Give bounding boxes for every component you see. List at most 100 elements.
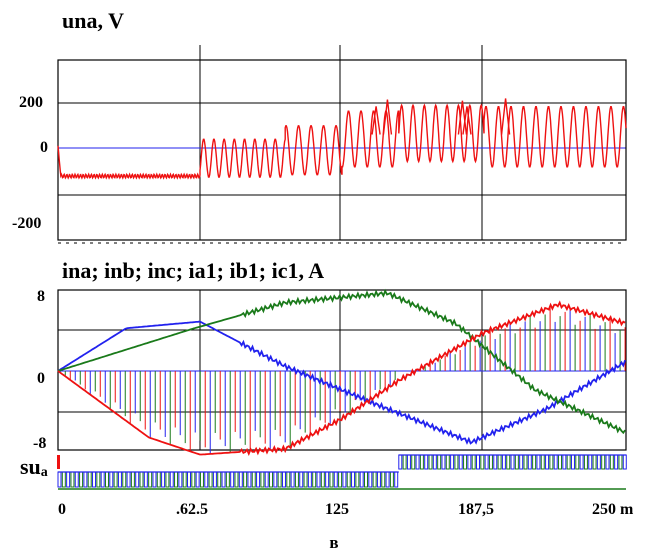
su-pulse-low bbox=[256, 471, 261, 488]
bottom-chart-title: ina; inb; inc; ia1; ib1; ic1, A bbox=[62, 258, 324, 283]
una-line bbox=[57, 103, 627, 180]
su-pulse-low bbox=[191, 471, 196, 488]
su-pulse-low bbox=[234, 471, 239, 488]
su-pulse-low bbox=[74, 471, 79, 488]
su-pulse-high bbox=[471, 454, 476, 470]
top-y-tick-0: 0 bbox=[40, 139, 48, 156]
su-label: sua bbox=[20, 454, 48, 480]
su-pulse-low bbox=[260, 471, 265, 488]
su-pulse-high bbox=[575, 454, 580, 470]
su-pulse-low bbox=[221, 471, 226, 488]
su-pulse-low bbox=[273, 471, 278, 488]
top-grid bbox=[57, 45, 627, 244]
su-pulse-high bbox=[419, 454, 424, 470]
su-pulse-high bbox=[480, 454, 485, 470]
su-pulse-low bbox=[290, 471, 295, 488]
su-pulse-low bbox=[346, 471, 351, 488]
su-pulse-high bbox=[601, 454, 606, 470]
su-pulse-low bbox=[61, 471, 66, 488]
su-pulse-low bbox=[79, 471, 84, 488]
su-pulse-high bbox=[540, 454, 545, 470]
su-pulse-low bbox=[264, 471, 269, 488]
su-pulse-low bbox=[217, 471, 222, 488]
su-pulse-high bbox=[596, 454, 601, 470]
su-pulse-low bbox=[368, 471, 373, 488]
una-peak bbox=[382, 99, 393, 135]
su-pulse-low bbox=[359, 471, 364, 488]
su-pulse-low bbox=[208, 471, 213, 488]
su-pulse-high bbox=[493, 454, 498, 470]
su-pulse-high bbox=[545, 454, 550, 470]
su-pulse-high bbox=[484, 454, 489, 470]
su-pulse-low bbox=[281, 471, 286, 488]
su-pulse-high bbox=[467, 454, 472, 470]
su-pulse-high bbox=[411, 454, 416, 470]
su-pulse-low bbox=[143, 471, 148, 488]
su-pulse-high bbox=[458, 454, 463, 470]
su-pulse-high bbox=[622, 454, 627, 470]
su-pulse-high bbox=[527, 454, 532, 470]
su-pulse-high bbox=[514, 454, 519, 470]
su-pulse-high bbox=[583, 454, 588, 470]
su-pulse-low bbox=[122, 471, 127, 488]
su-pulse-high bbox=[536, 454, 541, 470]
su-pulse-low bbox=[178, 471, 183, 488]
su-pulse-low bbox=[130, 471, 135, 488]
su-pulse-high bbox=[570, 454, 575, 470]
su-pulse-high bbox=[614, 454, 619, 470]
bottom-y-tick-8: 8 bbox=[37, 288, 45, 305]
su-pulse-low bbox=[286, 471, 291, 488]
su-pulse-low bbox=[126, 471, 131, 488]
su-pulse-low bbox=[338, 471, 343, 488]
su-pulse-low bbox=[251, 471, 256, 488]
su-pulse-low bbox=[299, 471, 304, 488]
su-pulse-low bbox=[182, 471, 187, 488]
su-pulse-low bbox=[195, 471, 200, 488]
su-pulse-low bbox=[325, 471, 330, 488]
figure-caption: в bbox=[329, 533, 338, 552]
su-pulse-high bbox=[605, 454, 610, 470]
su-pulse-low bbox=[363, 471, 368, 488]
bottom-y-tick-0: 0 bbox=[37, 370, 45, 387]
una-peak bbox=[371, 106, 381, 135]
su-pulse-high bbox=[454, 454, 459, 470]
su-pulse-low bbox=[351, 471, 356, 488]
su-pulse-low bbox=[381, 471, 386, 488]
su-pulse-high bbox=[588, 454, 593, 470]
su-pulse-low bbox=[243, 471, 248, 488]
su-pulse-low bbox=[96, 471, 101, 488]
su-pulse-low bbox=[139, 471, 144, 488]
su-pulse-low bbox=[92, 471, 97, 488]
su-pulse-high bbox=[441, 454, 446, 470]
su-pulse-high bbox=[424, 454, 429, 470]
su-pulse-low bbox=[83, 471, 88, 488]
top-chart-title: una, V bbox=[62, 8, 124, 33]
su-pulse-high bbox=[428, 454, 433, 470]
su-pulse-low bbox=[277, 471, 282, 488]
top-y-tick-neg200: -200 bbox=[12, 215, 41, 232]
su-pulse-low bbox=[165, 471, 170, 488]
inb-line bbox=[57, 288, 626, 435]
su-pulse-high bbox=[579, 454, 584, 470]
su-pulse-low bbox=[385, 471, 390, 488]
su-pulse-low bbox=[66, 471, 71, 488]
x-tick-0: 0 bbox=[58, 501, 66, 518]
su-pulse-low bbox=[333, 471, 338, 488]
su-pulse-high bbox=[432, 454, 437, 470]
su-pulse-low bbox=[247, 471, 252, 488]
su-pulse-low bbox=[100, 471, 105, 488]
su-pulse-low bbox=[57, 471, 62, 488]
su-pulse-high bbox=[488, 454, 493, 470]
inc-line bbox=[57, 300, 626, 456]
su-pulse-low bbox=[212, 471, 217, 488]
su-pulse-low bbox=[152, 471, 157, 488]
su-pulse-low bbox=[135, 471, 140, 488]
bottom-frame bbox=[57, 289, 627, 451]
su-pulse-low bbox=[104, 471, 109, 488]
su-pulse-low bbox=[389, 471, 394, 488]
su-pulse-low bbox=[294, 471, 299, 488]
su-pulse-low bbox=[174, 471, 179, 488]
su-pulse-high bbox=[566, 454, 571, 470]
su-pulse-low bbox=[372, 471, 377, 488]
una-peak bbox=[500, 98, 511, 135]
